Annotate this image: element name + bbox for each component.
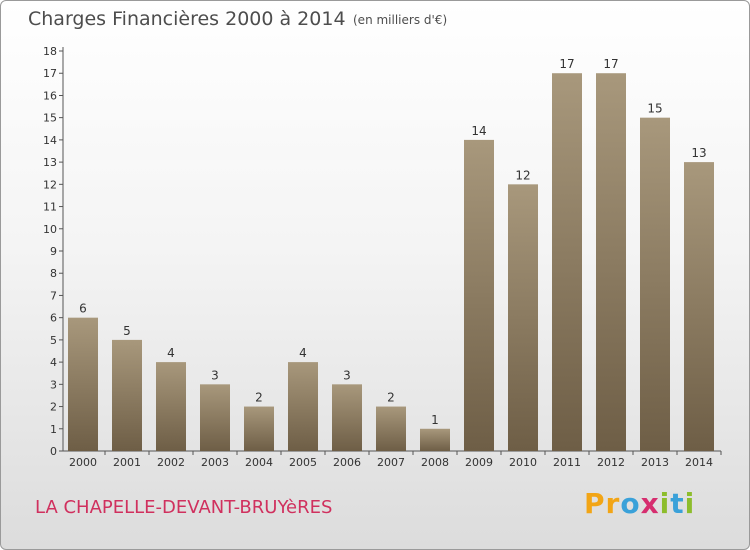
x-tick-label: 2009 — [465, 456, 493, 469]
logo-letter: r — [605, 487, 621, 520]
bar — [508, 184, 538, 452]
logo-letter: i — [659, 487, 671, 520]
bar — [552, 73, 582, 451]
bar — [464, 139, 494, 451]
x-tick-label: 2003 — [201, 456, 229, 469]
y-tick-label: 18 — [43, 45, 57, 58]
y-tick-label: 10 — [43, 223, 57, 236]
bar — [200, 384, 230, 451]
bar-value-label: 14 — [471, 124, 486, 138]
x-tick-label: 2008 — [421, 456, 449, 469]
bar — [156, 362, 186, 451]
bar-value-label: 13 — [691, 146, 706, 160]
bar — [288, 362, 318, 451]
x-tick-label: 2014 — [685, 456, 713, 469]
y-tick-label: 2 — [50, 401, 57, 414]
bar-value-label: 3 — [211, 368, 219, 382]
y-tick-label: 14 — [43, 134, 57, 147]
x-tick-label: 2005 — [289, 456, 317, 469]
x-tick-label: 2004 — [245, 456, 273, 469]
chart-title: Charges Financières 2000 à 2014 — [28, 8, 346, 30]
bar-value-label: 2 — [255, 391, 263, 405]
y-tick-label: 4 — [50, 356, 57, 369]
y-tick-label: 9 — [50, 245, 57, 258]
y-tick-label: 1 — [50, 423, 57, 436]
bar — [640, 117, 670, 452]
y-tick-label: 7 — [50, 289, 57, 302]
y-tick-label: 16 — [43, 89, 57, 102]
logo-letter: x — [640, 487, 660, 520]
x-tick-label: 2013 — [641, 456, 669, 469]
bar-value-label: 17 — [559, 57, 574, 71]
x-tick-label: 2007 — [377, 456, 405, 469]
y-tick-label: 5 — [50, 334, 57, 347]
bar-value-label: 1 — [431, 413, 439, 427]
bar-value-label: 12 — [515, 168, 530, 182]
logo-letter: P — [584, 487, 606, 520]
y-tick-label: 17 — [43, 67, 57, 80]
logo-letter: i — [684, 487, 696, 520]
bar-value-label: 15 — [647, 102, 662, 116]
bar-value-label: 17 — [603, 57, 618, 71]
commune-name: LA CHAPELLE-DEVANT-BRUYèRES — [35, 497, 333, 518]
x-tick-label: 2010 — [509, 456, 537, 469]
x-tick-label: 2011 — [553, 456, 581, 469]
bar — [376, 406, 406, 451]
logo-letter: t — [670, 487, 685, 520]
bar-value-label: 4 — [167, 346, 175, 360]
bar-value-label: 6 — [79, 302, 87, 316]
bar-value-label: 2 — [387, 391, 395, 405]
y-tick-label: 11 — [43, 201, 57, 214]
bar — [68, 317, 98, 451]
x-tick-label: 2006 — [333, 456, 361, 469]
bar — [596, 73, 626, 451]
y-tick-label: 0 — [50, 445, 57, 458]
x-tick-label: 2001 — [113, 456, 141, 469]
chart-bars: 6 5 4 3 2 4 3 2 1 14 12 17 17 15 13 — [68, 57, 714, 452]
y-tick-label: 12 — [43, 178, 57, 191]
y-tick-label: 6 — [50, 312, 57, 325]
x-tick-label: 2012 — [597, 456, 625, 469]
bar — [332, 384, 362, 451]
bar-value-label: 4 — [299, 346, 307, 360]
chart-subtitle: (en milliers d'€) — [353, 13, 448, 27]
bar — [684, 162, 714, 451]
logo-letter: o — [620, 487, 641, 520]
y-tick-label: 3 — [50, 378, 57, 391]
bar-value-label: 5 — [123, 324, 131, 338]
y-tick-label: 13 — [43, 156, 57, 169]
x-tick-label: 2002 — [157, 456, 185, 469]
bar-value-label: 3 — [343, 368, 351, 382]
y-tick-label: 15 — [43, 112, 57, 125]
bar — [420, 428, 450, 451]
bar — [244, 406, 274, 451]
x-tick-label: 2000 — [69, 456, 97, 469]
bar — [112, 339, 142, 451]
proxiti-logo: Proxiti — [584, 487, 695, 520]
y-tick-label: 8 — [50, 267, 57, 280]
